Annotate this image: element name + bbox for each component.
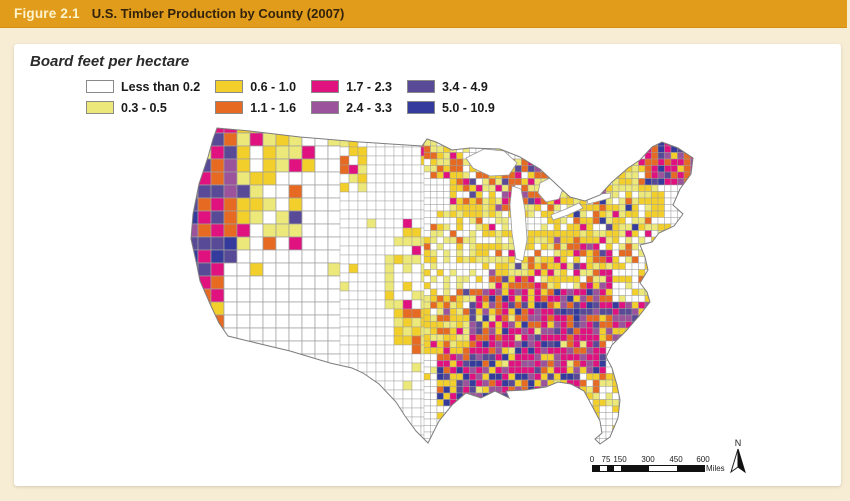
legend-item: Less than 0.2 [86, 76, 200, 97]
scale-tick: 450 [669, 455, 683, 464]
legend-label: 2.4 - 3.3 [346, 100, 392, 115]
legend-swatch [215, 80, 244, 93]
north-label: N [734, 438, 742, 448]
legend-item: 5.0 - 10.9 [406, 97, 495, 118]
legend-item: 3.4 - 4.9 [406, 76, 495, 97]
scale-tick: 150 [613, 455, 627, 464]
legend-swatch [86, 80, 114, 93]
legend-item: 2.4 - 3.3 [311, 97, 392, 118]
legend-label: 5.0 - 10.9 [441, 100, 495, 115]
scale-tick: 300 [641, 455, 655, 464]
legend-swatch [311, 101, 340, 114]
legend-label: 0.3 - 0.5 [121, 100, 167, 115]
legend-item: 0.3 - 0.5 [86, 97, 200, 118]
legend-item: 1.7 - 2.3 [311, 76, 392, 97]
legend-swatch [311, 80, 340, 93]
legend-title: Board feet per hectare [30, 53, 190, 70]
scale-tick: 600 [696, 455, 710, 464]
north-arrow-icon [730, 448, 746, 474]
legend-swatch [406, 80, 435, 93]
north-arrow: N [728, 438, 748, 479]
figure-title: U.S. Timber Production by County (2007) [91, 6, 345, 21]
legend-label: 0.6 - 1.0 [250, 79, 297, 94]
legend-swatch [86, 101, 114, 114]
scale-bar: 0 75 150 300 450 600 Miles [586, 453, 736, 479]
legend-swatch [406, 101, 435, 114]
legend-label: 3.4 - 4.9 [441, 79, 488, 94]
figure-header: Figure 2.1 U.S. Timber Production by Cou… [0, 0, 847, 28]
legend-swatch [215, 101, 244, 114]
scale-tick: 0 [589, 455, 595, 464]
legend-label: 1.7 - 2.3 [346, 79, 392, 94]
scale-bar-rule [592, 465, 705, 472]
scale-units-label: Miles [706, 464, 725, 473]
legend-item: 0.6 - 1.0 [215, 76, 296, 97]
legend-label: Less than 0.2 [121, 79, 201, 94]
map-legend: Less than 0.2 0.3 - 0.5 0.6 - 1.0 1.1 - … [86, 76, 495, 118]
scale-tick: 75 [601, 455, 611, 464]
legend-item: 1.1 - 1.6 [215, 97, 296, 118]
legend-label: 1.1 - 1.6 [250, 100, 297, 115]
figure-label: Figure 2.1 [14, 6, 80, 21]
